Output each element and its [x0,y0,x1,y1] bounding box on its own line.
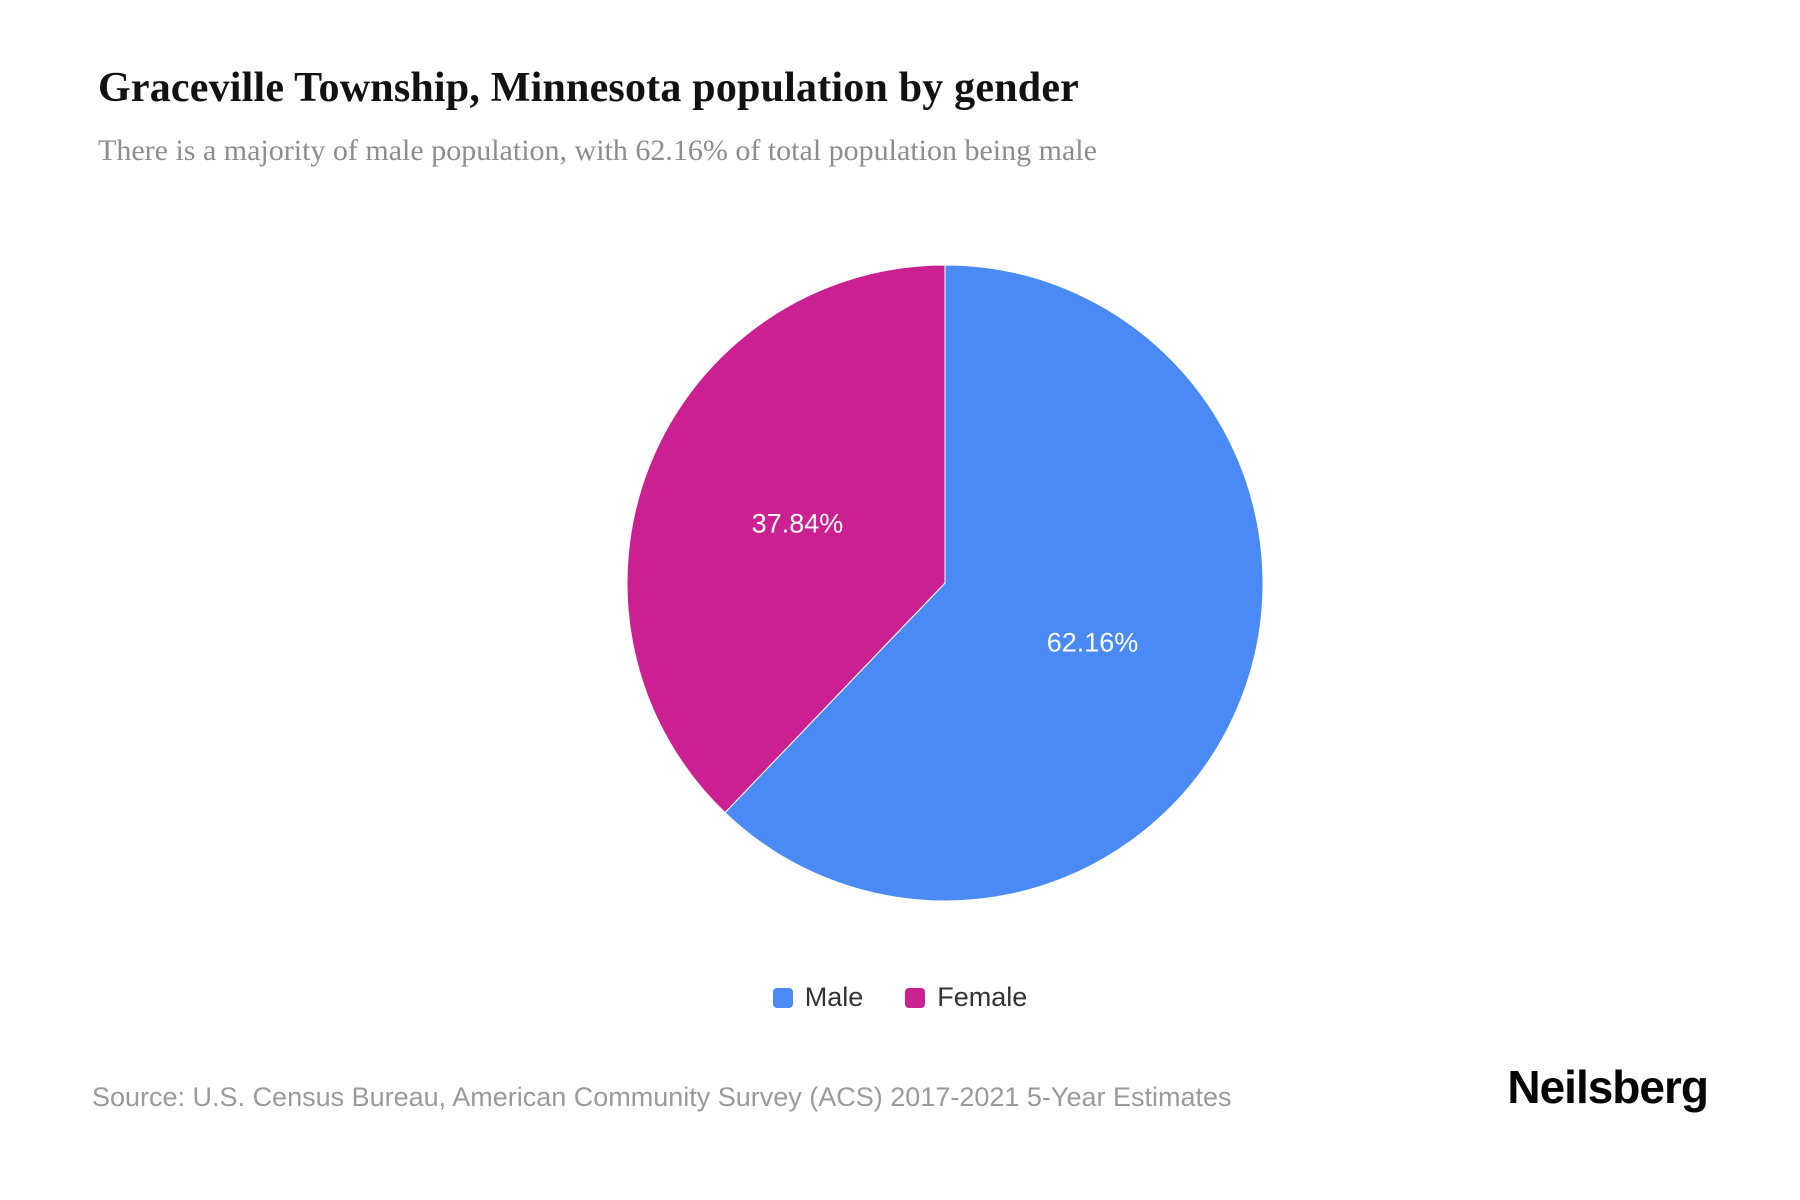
legend-item-female[interactable]: Female [905,982,1027,1013]
pie-label-male: 62.16% [1047,627,1139,657]
pie-slice-female[interactable] [626,264,946,814]
chart-legend: Male Female [0,982,1800,1013]
source-note: Source: U.S. Census Bureau, American Com… [92,1082,1232,1112]
pie-slices-group: 62.16% 37.84% [626,264,1264,902]
legend-swatch-female-icon [905,987,926,1008]
legend-label-female: Female [937,982,1028,1012]
legend-item-male[interactable]: Male [772,982,864,1013]
brand-logo: Neilsberg [1507,1061,1709,1113]
legend-swatch-male-icon [772,987,793,1008]
pie-label-female: 37.84% [752,509,844,539]
pie-chart: 62.16% 37.84% [626,264,1264,902]
pie-slice-male[interactable] [724,264,1264,902]
page-title: Graceville Township, Minnesota populatio… [98,65,1080,111]
page-subtitle: There is a majority of male population, … [98,134,1097,167]
legend-label-male: Male [804,982,864,1012]
